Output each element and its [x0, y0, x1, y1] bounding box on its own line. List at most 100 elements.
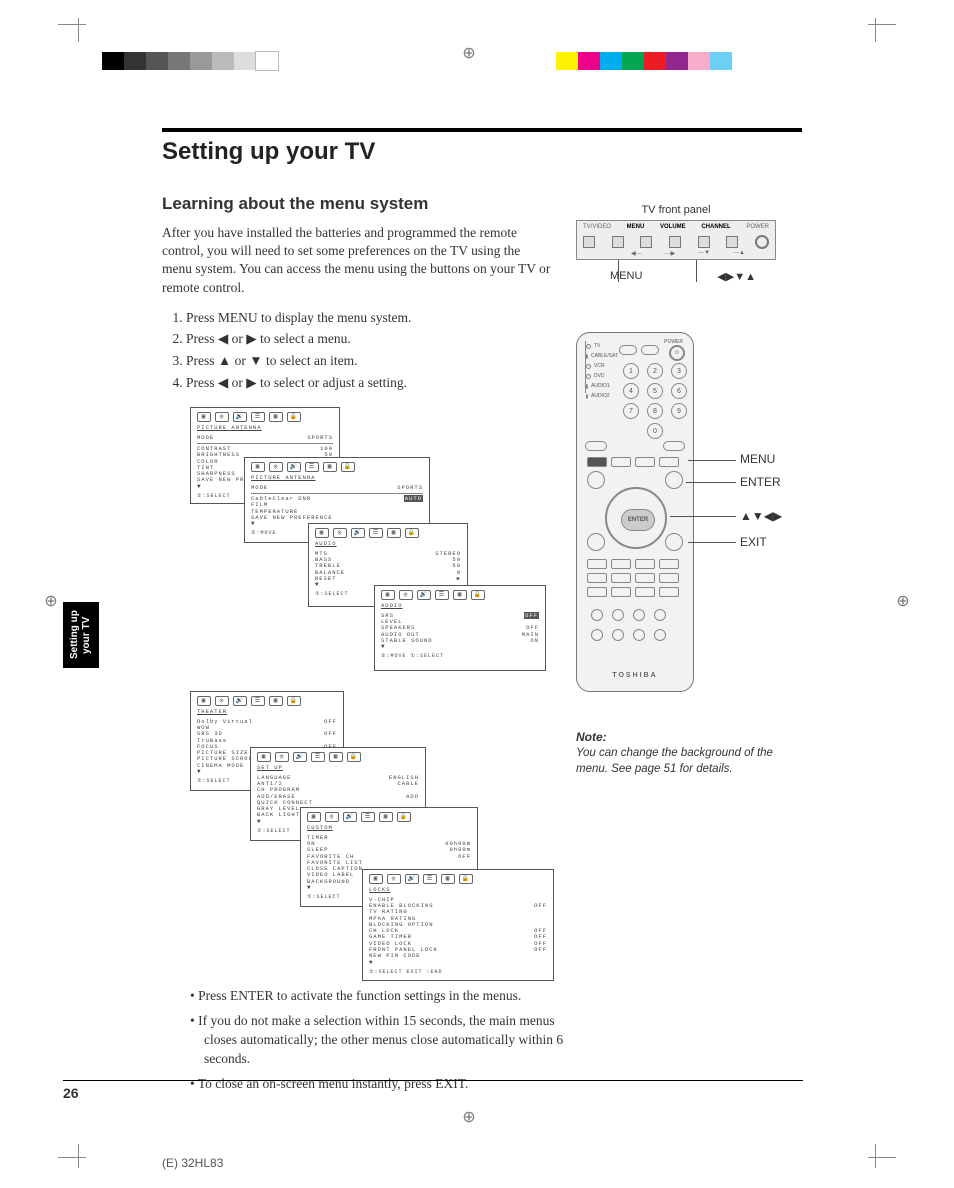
chscan-button-icon: [612, 629, 624, 641]
tv-panel-label: VOLUME: [660, 224, 686, 230]
stop-button-icon: [611, 573, 631, 583]
tv-button-icon: [698, 236, 710, 248]
transport-row: [587, 559, 679, 569]
color-bar: [556, 52, 732, 70]
note-heading: Note:: [576, 730, 786, 744]
enter-button: ENTER: [621, 509, 655, 531]
remote-diagram: TV CABLE/SAT VCR DVD AUDIO1 AUDIO2 POWER…: [576, 332, 786, 712]
sleep-pill-icon: [641, 345, 659, 355]
page-title: Setting up your TV: [162, 138, 802, 166]
power-label: POWER: [664, 339, 683, 345]
tv-front-panel-diagram: TV front panel TV/VIDEO MENU VOLUME CHAN…: [576, 204, 776, 283]
step-list: Press MENU to display the menu system. P…: [186, 307, 576, 393]
tv-panel-under-label: MENU: [610, 270, 642, 283]
tv-button-icon: [726, 236, 738, 248]
tv-panel-label: CHANNEL: [701, 224, 730, 230]
digit-button: 2: [647, 363, 663, 379]
osd-menu: ▣◎🔊☰▦🔒 AUDIOSRSOFFLEVELSPEAKERSOFFAUDIO …: [374, 585, 546, 671]
transport-row-2: [587, 573, 679, 583]
exit-button-icon: [665, 533, 683, 551]
digit-button: 1: [623, 363, 639, 379]
registration-mark-bottom: ⊕: [460, 1108, 478, 1126]
bullet-item: If you do not make a selection within 15…: [190, 1012, 590, 1069]
crop-marks-top: ⊕: [0, 24, 954, 64]
callout-lead: [670, 516, 736, 517]
crop-marks-bottom: ⊕: [0, 1108, 954, 1168]
page-number: 26: [63, 1080, 803, 1101]
note-body: You can change the background of the men…: [576, 746, 786, 777]
mute-button-icon: [635, 587, 655, 597]
skip-fwd-icon: [659, 573, 679, 583]
tv-panel-under-label: ◀▶▼▲: [717, 270, 756, 283]
pause-button-icon: [635, 559, 655, 569]
tv-button-icon: [640, 236, 652, 248]
menu-button-icon: [659, 457, 679, 467]
info-button-icon: [611, 457, 631, 467]
recall-button-icon: [585, 441, 607, 451]
ent-button-icon: [663, 441, 685, 451]
digit-button: 3: [671, 363, 687, 379]
registration-mark: ⊕: [460, 44, 478, 62]
callout-lead: [688, 542, 736, 543]
chapter-tab: Setting up your TV: [63, 602, 99, 668]
chrtn-button-icon: [659, 587, 679, 597]
power-button-icon: ⏻: [669, 345, 685, 361]
arrow-label: —▶: [665, 250, 676, 257]
registration-mark-left: ⊕: [42, 592, 60, 610]
registration-mark-right: ⊕: [894, 592, 912, 610]
device-label: VCR: [594, 363, 605, 369]
digit-button: 4: [623, 383, 639, 399]
number-pad: 1 2 3 4 5 6 7 8 9 0: [623, 363, 691, 441]
note-block: Note: You can change the background of t…: [576, 730, 786, 777]
still-button-icon: [654, 609, 666, 621]
dvd-button-icon: [611, 587, 631, 597]
pip-row-2: [591, 629, 666, 641]
tv-button-icon: [669, 236, 681, 248]
tv-button-icon: [583, 236, 595, 248]
arrow-label: —▼: [698, 250, 710, 257]
rew-button-icon: [587, 559, 607, 569]
device-label: DVD: [594, 373, 605, 379]
digit-button: 9: [671, 403, 687, 419]
intro-paragraph: After you have installed the batteries a…: [162, 224, 552, 297]
pip-row: [591, 609, 666, 621]
tv-panel-label: POWER: [746, 224, 769, 230]
tv-power-icon: [755, 235, 769, 249]
device-selector: TV CABLE/SAT VCR DVD AUDIO1 AUDIO2: [585, 341, 609, 393]
bullet-list: Press ENTER to activate the function set…: [190, 987, 590, 1093]
step-item: Press ▲ or ▼ to select an item.: [186, 350, 576, 372]
digit-button: 5: [647, 383, 663, 399]
bullet-item: Press ENTER to activate the function set…: [190, 987, 590, 1006]
source-button-icon: [633, 629, 645, 641]
horizontal-rule: [162, 128, 802, 132]
osd-menu: ▣◎🔊☰▦🔒 LOCKSV-CHIPENABLE BLOCKINGOFFTV R…: [362, 869, 554, 981]
tv-button-icon: [612, 236, 624, 248]
tv-video-button-icon: [587, 457, 607, 467]
pipswitch-button-icon: [633, 609, 645, 621]
split-button-icon: [612, 609, 624, 621]
tv-panel-label: TV/VIDEO: [583, 224, 611, 230]
device-label: TV: [594, 343, 600, 349]
digit-button: 0: [647, 423, 663, 439]
digit-button: 8: [647, 403, 663, 419]
grayscale-bar: [102, 52, 278, 70]
transport-row-3: [587, 587, 679, 597]
digit-button: 7: [623, 403, 639, 419]
arrow-label: —▲: [733, 250, 745, 257]
arrow-label: ◀—: [631, 250, 642, 257]
callout-arrows: ▲▼◀▶: [740, 509, 782, 523]
fav-button-icon: [587, 533, 605, 551]
guide-button-icon: [587, 471, 605, 489]
step-item: Press ◀ or ▶ to select a menu.: [186, 328, 576, 350]
tv-panel-caption: TV front panel: [576, 204, 776, 216]
enter-side-icon: [665, 471, 683, 489]
callout-lead: [688, 460, 736, 461]
light-pill-icon: [619, 345, 637, 355]
tv-panel-box: TV/VIDEO MENU VOLUME CHANNEL POWER ◀— —▶…: [576, 220, 776, 260]
vcr-button-icon: [587, 587, 607, 597]
device-label: AUDIO1: [591, 383, 610, 389]
swap-button-icon: [591, 629, 603, 641]
callout-lead: [686, 482, 736, 483]
play-button-icon: [611, 559, 631, 569]
remote-body: TV CABLE/SAT VCR DVD AUDIO1 AUDIO2 POWER…: [576, 332, 694, 692]
